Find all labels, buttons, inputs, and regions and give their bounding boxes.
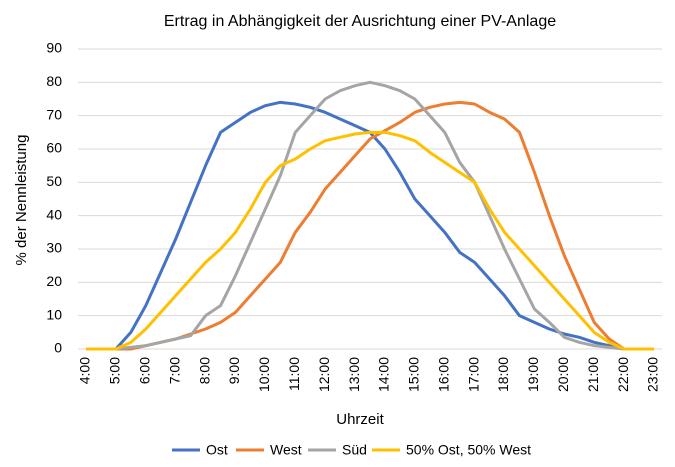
y-tick-label: 80 bbox=[46, 73, 62, 89]
x-tick-label: 14:00 bbox=[376, 357, 392, 392]
x-tick-label: 10:00 bbox=[256, 357, 272, 392]
y-axis-label: % der Nennleistung bbox=[13, 135, 30, 266]
x-tick-label: 6:00 bbox=[136, 357, 152, 384]
x-tick-label: 21:00 bbox=[585, 357, 601, 392]
x-tick-label: 16:00 bbox=[435, 357, 451, 392]
x-tick-label: 19:00 bbox=[525, 357, 541, 392]
x-tick-label: 13:00 bbox=[346, 357, 362, 392]
x-tick-label: 18:00 bbox=[495, 357, 511, 392]
x-tick-label: 22:00 bbox=[615, 357, 631, 392]
x-tick-label: 23:00 bbox=[645, 357, 661, 392]
y-tick-label: 30 bbox=[46, 240, 62, 256]
y-tick-label: 70 bbox=[46, 106, 62, 122]
x-tick-label: 4:00 bbox=[77, 357, 93, 384]
x-axis-label: Uhrzeit bbox=[336, 411, 384, 428]
legend-label: 50% Ost, 50% West bbox=[406, 442, 531, 458]
x-tick-label: 5:00 bbox=[107, 357, 123, 384]
x-tick-label: 12:00 bbox=[316, 357, 332, 392]
chart-title: Ertrag in Abhängigkeit der Ausrichtung e… bbox=[164, 13, 556, 30]
x-tick-label: 20:00 bbox=[555, 357, 571, 392]
y-tick-label: 0 bbox=[54, 340, 62, 356]
legend-label: Süd bbox=[342, 442, 367, 458]
legend-label: Ost bbox=[206, 442, 228, 458]
x-tick-label: 8:00 bbox=[196, 357, 212, 384]
x-tick-label: 7:00 bbox=[166, 357, 182, 384]
x-tick-label: 15:00 bbox=[406, 357, 422, 392]
y-tick-label: 50 bbox=[46, 173, 62, 189]
y-tick-label: 10 bbox=[46, 306, 62, 322]
x-tick-label: 11:00 bbox=[286, 357, 302, 391]
y-tick-label: 60 bbox=[46, 140, 62, 156]
x-tick-label: 17:00 bbox=[465, 357, 481, 392]
x-tick-label: 9:00 bbox=[226, 357, 242, 384]
series-line bbox=[86, 80, 654, 351]
series-line bbox=[86, 100, 654, 351]
y-tick-label: 90 bbox=[46, 40, 62, 56]
legend-label: West bbox=[270, 442, 302, 458]
series-line bbox=[86, 130, 654, 351]
y-tick-label: 20 bbox=[46, 273, 62, 289]
y-tick-label: 40 bbox=[46, 206, 62, 222]
